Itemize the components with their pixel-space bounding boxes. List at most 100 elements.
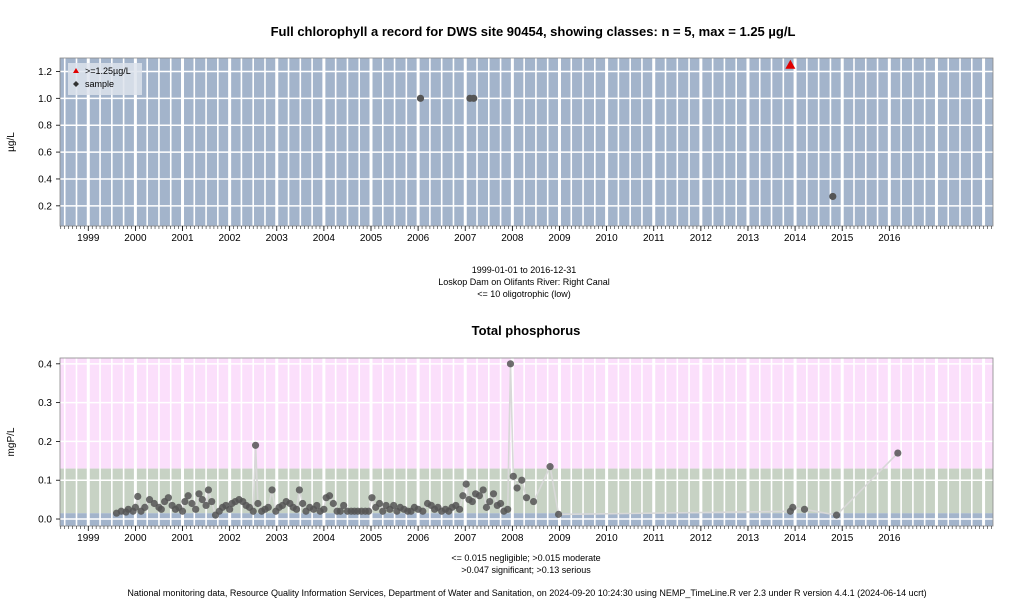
y-tick-label: 0.8 xyxy=(38,121,52,132)
x-tick-label: 2002 xyxy=(219,233,242,244)
x-tick-label: 2012 xyxy=(690,233,713,244)
chart2-point xyxy=(529,497,538,506)
chart2-plot-border xyxy=(59,357,994,527)
legend-item-sample: sample xyxy=(85,79,114,89)
y-tick-label: 0.2 xyxy=(38,201,52,212)
legend-box xyxy=(68,63,142,95)
x-tick-label: 2015 xyxy=(831,533,854,544)
y-tick-label: 0.6 xyxy=(38,148,52,159)
x-tick-label: 2003 xyxy=(266,233,289,244)
chart2-class-band xyxy=(60,358,993,469)
x-tick-label: 2013 xyxy=(737,533,760,544)
x-tick-label: 2010 xyxy=(595,533,618,544)
chart2-point xyxy=(419,507,427,515)
chart2-point xyxy=(299,499,307,508)
x-tick-label: 2007 xyxy=(454,233,477,244)
x-tick-label: 2005 xyxy=(360,533,383,544)
x-tick-label: 2008 xyxy=(501,233,524,244)
chart2-point xyxy=(268,486,276,494)
chart1: Full chlorophyll a record for DWS site 9… xyxy=(6,24,994,299)
chart2-point xyxy=(546,463,554,471)
chart2-point xyxy=(340,501,348,510)
x-tick-label: 2003 xyxy=(266,533,289,544)
chart2-point xyxy=(264,503,272,511)
chart2: Total phosphorus 0.0 0.1 0.2 0.3 0.4 1999 200… xyxy=(6,323,994,575)
chart2-bands xyxy=(60,358,993,526)
chart2-point xyxy=(198,496,206,504)
x-tick-label: 2006 xyxy=(407,233,430,244)
chart1-highlight-point xyxy=(785,59,796,69)
chart2-point xyxy=(325,492,334,500)
x-tick-label: 2011 xyxy=(643,233,665,244)
chart2-point xyxy=(365,507,373,515)
chart1-y-label: µg/L xyxy=(6,132,17,152)
x-tick-label: 2005 xyxy=(360,233,383,244)
chart2-point xyxy=(800,505,809,513)
chart2-x-axis: 1999 2000 2001 2002 2003 2004 2005 2006 2007 2008… xyxy=(60,526,992,544)
chart2-point xyxy=(554,510,563,518)
chart2-point xyxy=(509,472,517,480)
chart2-point xyxy=(329,499,337,508)
chart2-point xyxy=(208,497,216,506)
legend-circle-marker xyxy=(73,81,79,87)
y-tick-label: 0.4 xyxy=(38,174,52,185)
x-tick-label: 2015 xyxy=(831,233,854,244)
x-tick-label: 2002 xyxy=(219,533,242,544)
x-tick-label: 2001 xyxy=(171,233,194,244)
chart2-point xyxy=(390,501,398,510)
chart2-point xyxy=(479,486,487,494)
chart2-point xyxy=(504,505,512,513)
x-tick-label: 2009 xyxy=(548,533,571,544)
chart2-class-note-2: >0.047 significant; >0.13 serious xyxy=(461,565,591,575)
chart2-point xyxy=(295,486,303,494)
chart2-y-axis: 0.0 0.1 0.2 0.3 0.4 xyxy=(38,359,60,526)
legend-item-highlight: >=1.25µg/L xyxy=(85,66,131,76)
chart2-point xyxy=(292,505,301,513)
x-tick-label: 2009 xyxy=(548,233,571,244)
chart2-point xyxy=(249,507,257,515)
chart2-point xyxy=(188,499,196,508)
chart2-point xyxy=(313,501,321,510)
chart2-point xyxy=(226,505,234,513)
y-tick-label: 0.0 xyxy=(38,515,52,526)
x-tick-label: 1999 xyxy=(77,533,100,544)
chart2-point xyxy=(195,490,203,498)
chart2-class-band xyxy=(60,468,993,514)
chart2-point xyxy=(192,505,200,513)
x-tick-label: 2010 xyxy=(595,233,618,244)
chart1-y-axis: 0.2 0.4 0.6 0.8 1.0 1.2 xyxy=(38,67,60,212)
chart2-point xyxy=(462,480,470,488)
chart1-point xyxy=(416,94,425,102)
chart2-point xyxy=(513,484,521,492)
chart1-legend: >=1.25µg/L sample xyxy=(68,63,142,95)
y-tick-label: 0.3 xyxy=(38,398,52,409)
legend-triangle-marker xyxy=(73,68,79,73)
chart2-point xyxy=(486,497,494,506)
chart2-point xyxy=(164,494,172,502)
chart1-class-note: <= 10 oligotrophic (low) xyxy=(477,289,571,299)
chart1-plot-border xyxy=(59,57,994,227)
chart1-x-axis: 1999 2000 2001 2002 2003 2004 2005 2006 2007 2008… xyxy=(60,226,992,244)
footer-credit: National monitoring data, Resource Quali… xyxy=(127,588,926,598)
x-tick-label: 2006 xyxy=(407,533,430,544)
x-tick-label: 2013 xyxy=(737,233,760,244)
x-tick-label: 2012 xyxy=(690,533,713,544)
y-tick-label: 0.4 xyxy=(38,359,52,370)
chart2-point xyxy=(204,486,213,494)
chart2-point xyxy=(336,507,344,515)
chart2-point xyxy=(368,494,376,502)
chart2-point xyxy=(202,501,210,510)
chart2-point xyxy=(131,503,139,511)
chart2-point xyxy=(496,499,505,508)
chart2-y-label: mgP/L xyxy=(6,427,17,456)
chart2-point xyxy=(489,490,498,498)
chart1-point xyxy=(470,94,478,102)
chart2-point xyxy=(254,499,262,508)
chart2-point xyxy=(455,505,464,513)
chart2-point xyxy=(506,360,515,368)
x-tick-label: 2001 xyxy=(171,533,194,544)
x-tick-label: 2016 xyxy=(878,533,901,544)
chart2-point xyxy=(789,503,797,511)
chart2-point xyxy=(379,507,387,515)
chart2-grid xyxy=(60,358,993,526)
